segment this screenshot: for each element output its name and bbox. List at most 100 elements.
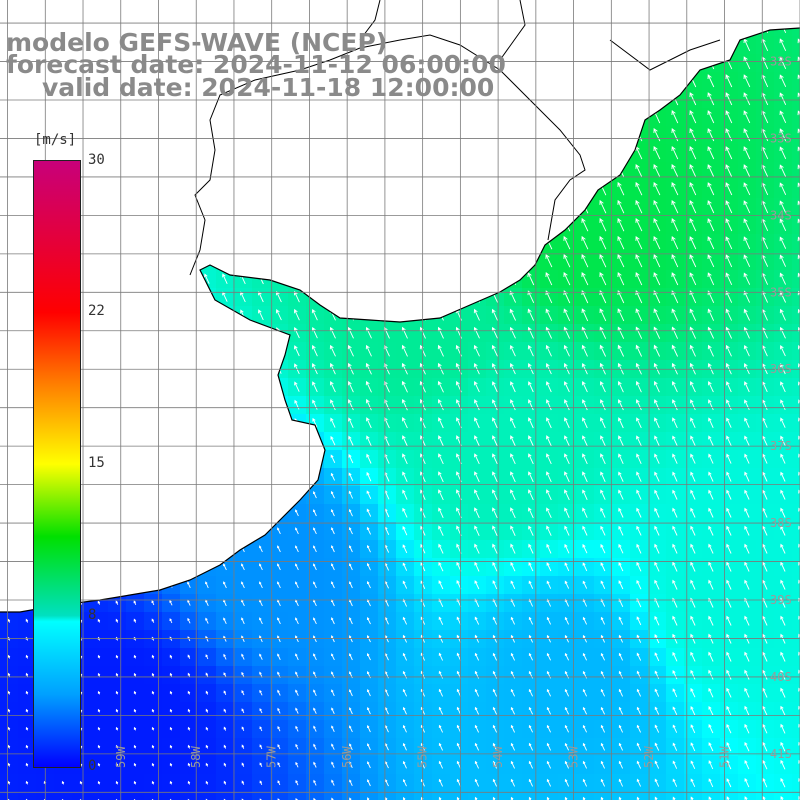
lon-label: 56W xyxy=(340,746,354,768)
wind-arrow xyxy=(313,509,317,517)
wind-arrow xyxy=(743,308,751,321)
wind-arrow xyxy=(169,744,173,749)
wind-arrow xyxy=(331,689,335,697)
wind-arrow xyxy=(115,618,119,623)
wind-arrow xyxy=(223,672,227,678)
wind-arrow xyxy=(546,778,552,787)
wind-arrow xyxy=(600,435,606,447)
field-cell xyxy=(18,792,36,800)
wind-arrow xyxy=(295,635,299,643)
wind-arrow xyxy=(779,182,787,195)
wind-arrow xyxy=(600,742,606,751)
field-cell xyxy=(306,792,324,800)
wind-arrow xyxy=(635,326,643,339)
wind-arrow xyxy=(708,796,712,800)
wind-arrow xyxy=(491,308,498,321)
wind-arrow xyxy=(275,291,282,303)
wind-arrow xyxy=(726,633,732,644)
wind-arrow xyxy=(635,164,643,178)
longitude-labels: 60W59W58W57W56W55W54W53W52W51W xyxy=(38,746,731,768)
wind-arrow xyxy=(133,600,137,605)
wind-arrow xyxy=(797,254,800,260)
wind-arrow xyxy=(349,563,353,571)
wind-arrow xyxy=(492,796,496,800)
wind-arrow xyxy=(366,635,371,643)
wind-arrow xyxy=(564,652,570,661)
wind-arrow xyxy=(438,525,444,536)
wind-arrow xyxy=(402,634,408,643)
wind-arrow xyxy=(133,726,137,731)
wind-arrow xyxy=(151,744,155,749)
wind-arrow xyxy=(743,110,751,124)
wind-arrow xyxy=(528,435,534,447)
wind-arrow xyxy=(689,146,697,160)
wind-arrow xyxy=(707,326,715,339)
wind-arrow xyxy=(563,344,570,357)
wind-arrow xyxy=(672,760,678,769)
wind-arrow xyxy=(618,562,624,572)
field-cell xyxy=(378,792,396,800)
wind-arrow xyxy=(636,616,642,626)
field-cell xyxy=(774,792,792,800)
wind-arrow xyxy=(97,690,101,695)
wind-arrow xyxy=(564,706,570,715)
wind-arrow xyxy=(473,308,480,321)
wind-arrow xyxy=(205,617,209,624)
wind-arrow xyxy=(726,417,732,428)
wind-arrow xyxy=(617,380,624,393)
wind-arrow xyxy=(780,615,786,626)
wind-arrow xyxy=(492,399,498,411)
wind-arrow xyxy=(474,471,480,483)
wind-arrow xyxy=(779,92,787,105)
wind-arrow xyxy=(365,326,372,339)
wind-arrow xyxy=(97,672,101,677)
wind-arrow xyxy=(241,708,245,714)
wind-arrow xyxy=(726,543,732,554)
wind-arrow xyxy=(672,507,678,518)
field-cell xyxy=(792,90,800,108)
wind-arrow xyxy=(581,381,588,393)
wind-arrow xyxy=(25,654,29,659)
wind-arrow xyxy=(743,146,751,160)
wind-arrow xyxy=(672,435,678,446)
wind-arrow xyxy=(618,742,624,751)
wind-arrow xyxy=(204,273,210,284)
field-cell xyxy=(792,468,800,486)
wind-arrow xyxy=(259,762,263,768)
wind-arrow xyxy=(241,563,245,571)
wind-arrow xyxy=(151,762,155,767)
wind-arrow xyxy=(708,724,714,734)
wind-arrow xyxy=(636,453,642,464)
wind-arrow xyxy=(744,669,750,680)
wind-arrow xyxy=(509,326,516,339)
wind-arrow xyxy=(527,272,535,286)
lat-label: 38S xyxy=(770,516,792,530)
wind-arrow xyxy=(689,182,697,196)
wind-arrow xyxy=(347,344,354,357)
wind-arrow xyxy=(653,380,660,393)
wind-arrow xyxy=(205,708,209,713)
wind-arrow xyxy=(672,670,678,680)
wind-arrow xyxy=(259,563,263,571)
wind-arrow xyxy=(581,235,589,250)
wind-arrow xyxy=(600,525,606,536)
wind-arrow xyxy=(383,326,390,339)
field-cell xyxy=(792,180,800,198)
wind-arrow xyxy=(331,707,335,714)
lat-label: 33S xyxy=(770,131,792,145)
wind-arrow xyxy=(545,272,553,286)
wind-arrow xyxy=(528,616,534,625)
wind-arrow xyxy=(618,652,624,661)
wind-arrow xyxy=(205,762,209,767)
wind-arrow xyxy=(708,669,714,680)
wind-arrow xyxy=(564,471,570,483)
wind-arrow xyxy=(402,706,407,715)
wind-arrow xyxy=(689,381,696,393)
wind-arrow xyxy=(295,725,299,732)
wind-arrow xyxy=(726,705,732,716)
wind-arrow xyxy=(672,471,678,482)
wind-arrow xyxy=(582,796,586,800)
wind-arrow xyxy=(744,723,750,734)
